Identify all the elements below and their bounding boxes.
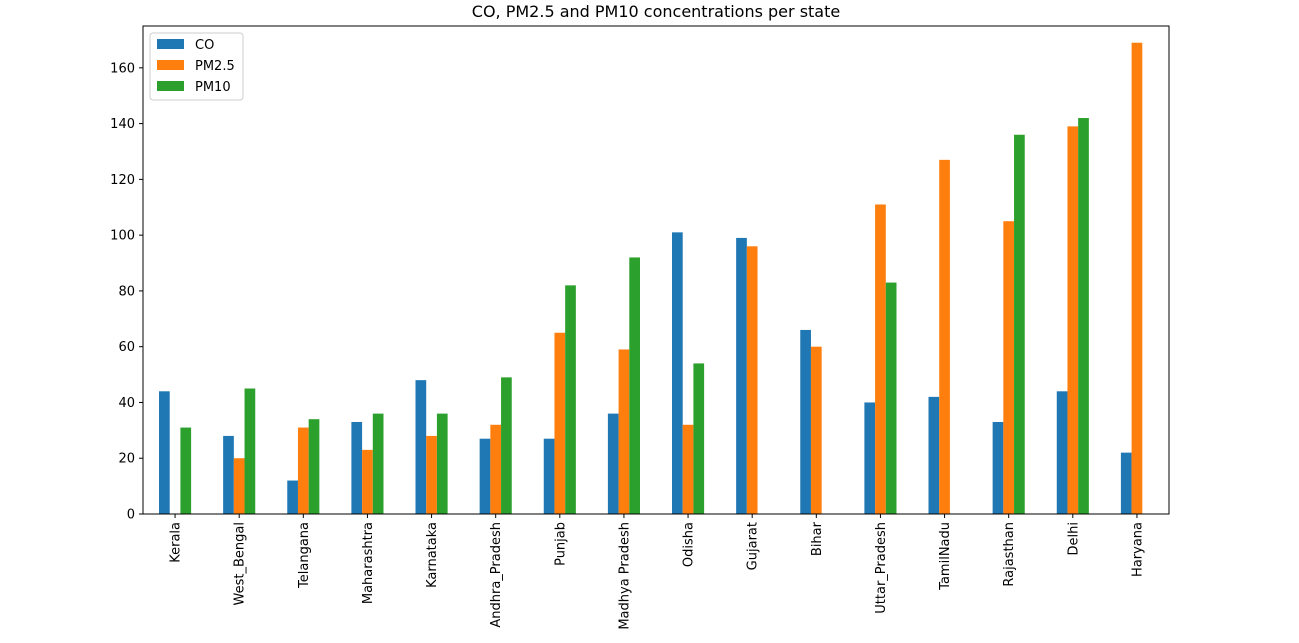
x-tick-label: Bihar [810, 521, 825, 556]
bar-pm25-tamilnadu [939, 159, 950, 514]
bar-co-bihar [800, 329, 811, 514]
legend-label: CO [195, 38, 214, 53]
bar-pm10-delhi [1078, 118, 1089, 515]
x-tick-label: Telangana [297, 522, 312, 589]
bar-co-gujarat [736, 237, 747, 514]
y-tick-label: 60 [118, 340, 135, 355]
bar-co-maharashtra [351, 421, 363, 514]
chart-title: CO, PM2.5 and PM10 concentrations per st… [472, 2, 840, 21]
y-axis: 0 20 40 60 80 100 120 140 160 [110, 61, 143, 523]
plot-frame [142, 25, 1170, 515]
bar-co-uttar-pradesh [864, 402, 876, 514]
bar-pm25-delhi [1067, 126, 1079, 514]
bar-pm10-telangana [308, 419, 320, 514]
legend-swatch [157, 39, 184, 49]
bar-pm25-odisha [682, 424, 694, 514]
bar-pm10-kerala [180, 427, 192, 514]
bar-pm25-karnataka [426, 435, 437, 514]
x-tick-label: TamilNadu [938, 522, 953, 591]
bar-co-delhi [1056, 391, 1068, 514]
y-tick-label: 80 [118, 284, 135, 299]
x-tick-label: Haryana [1130, 522, 1145, 577]
x-tick-label: Uttar_Pradesh [874, 522, 889, 614]
bar-pm25-maharashtra [362, 449, 373, 514]
bar-co-rajasthan [992, 421, 1004, 514]
y-tick-label: 100 [110, 229, 135, 244]
bar-pm25-punjab [554, 332, 566, 514]
legend-label: PM10 [195, 80, 231, 95]
x-tick-label: West_Bengal [233, 522, 248, 605]
legend-swatch [157, 60, 184, 70]
x-tick-label: Maharashtra [361, 522, 376, 604]
bar-pm25-madhya-pradesh [618, 349, 630, 514]
bar-pm25-west-bengal [233, 458, 245, 514]
bar-pm25-rajasthan [1003, 221, 1015, 514]
x-tick-label: Gujarat [746, 522, 761, 570]
bar-co-punjab [543, 438, 555, 514]
bar-co-haryana [1120, 452, 1132, 514]
bar-pm10-uttar-pradesh [885, 282, 897, 514]
bar-co-west-bengal [223, 435, 234, 514]
legend-swatch [157, 81, 184, 91]
x-tick-label: Karnataka [425, 522, 440, 588]
x-axis: Kerala West_Bengal Telangana Maharashtra Kar… [169, 514, 1145, 630]
bar-pm25-telangana [297, 427, 309, 514]
bar-co-andhra-pradesh [479, 438, 491, 514]
x-tick-label: Odisha [682, 522, 697, 567]
y-tick-label: 20 [118, 452, 135, 467]
x-tick-label: Rajasthan [1002, 522, 1017, 587]
legend-label: PM2.5 [195, 59, 235, 74]
bar-co-madhya-pradesh [607, 413, 619, 514]
bar-pm10-maharashtra [372, 413, 384, 514]
x-tick-label: Kerala [169, 522, 184, 563]
y-tick-label: 160 [110, 61, 135, 76]
bar-pm10-odisha [693, 363, 705, 514]
bar-co-kerala [159, 391, 170, 514]
y-tick-label: 0 [127, 508, 135, 523]
y-tick-label: 40 [118, 396, 135, 411]
bar-pm25-haryana [1131, 42, 1143, 514]
x-tick-label: Andhra_Pradesh [489, 522, 504, 628]
x-tick-label: Madhya Pradesh [617, 522, 632, 630]
bar-co-telangana [287, 480, 298, 514]
y-tick-label: 140 [110, 117, 135, 132]
x-tick-label: Delhi [1066, 522, 1081, 555]
bar-pm25-uttar-pradesh [875, 204, 886, 514]
y-tick-label: 120 [110, 173, 135, 188]
legend: CO PM2.5 PM10 [149, 32, 244, 101]
x-tick-label: Punjab [553, 522, 568, 566]
bar-pm10-andhra-pradesh [501, 377, 512, 514]
bar-pm25-andhra-pradesh [490, 424, 502, 514]
bars-group [159, 42, 1143, 515]
bar-co-karnataka [415, 380, 427, 514]
bar-pm10-karnataka [436, 413, 448, 514]
bar-co-odisha [672, 232, 683, 514]
bar-pm10-punjab [565, 285, 576, 514]
bar-pm10-rajasthan [1014, 134, 1025, 514]
bar-pm10-west-bengal [244, 388, 256, 514]
bar-pm25-bihar [810, 346, 822, 514]
bar-pm25-gujarat [746, 246, 758, 515]
bar-co-tamilnadu [928, 396, 940, 514]
bar-pm10-madhya-pradesh [629, 257, 640, 514]
